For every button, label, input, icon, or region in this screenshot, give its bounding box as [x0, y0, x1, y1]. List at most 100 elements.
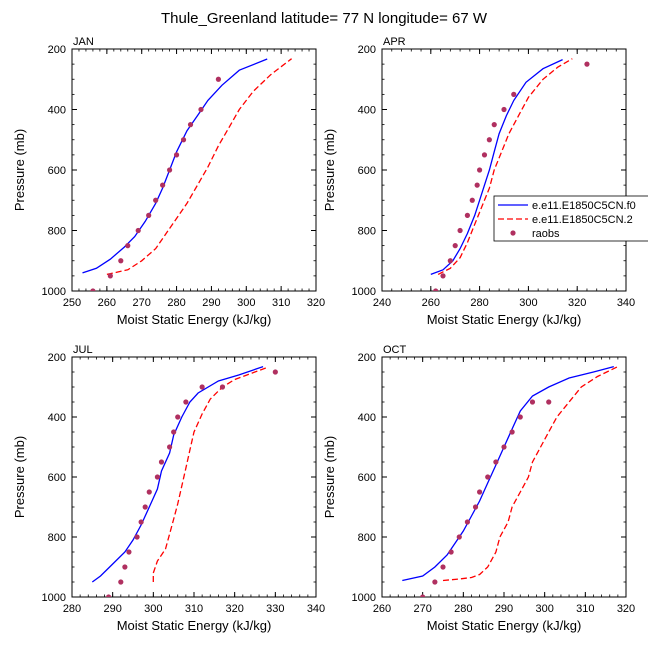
raobs-point: [134, 534, 140, 540]
raobs-point: [486, 137, 492, 143]
raobs-point: [432, 579, 438, 585]
panel-label: OCT: [383, 344, 407, 356]
raobs-point: [493, 459, 499, 465]
raobs-point: [448, 549, 454, 555]
raobs-point: [481, 152, 488, 158]
figure-title: Thule_Greenland latitude= 77 N longitude…: [161, 10, 488, 27]
raobs-point: [469, 197, 475, 203]
dashed-series-line: [442, 366, 619, 582]
raobs-point: [199, 384, 205, 390]
raobs-point: [171, 429, 177, 435]
x-tick-label: 260: [373, 603, 391, 615]
raobs-point: [175, 414, 181, 420]
y-tick-label: 400: [358, 105, 376, 117]
x-tick-label: 320: [225, 603, 243, 615]
y-tick-label: 800: [358, 532, 376, 544]
panel-oct: OCT 260 270 280 290 300 310 320 200 400 600 800 1000…: [322, 344, 635, 633]
x-tick-label: 330: [266, 603, 284, 615]
y-tick-label: 200: [358, 44, 376, 56]
x-tick-label: 290: [103, 603, 121, 615]
x-tick-label: 300: [519, 297, 537, 309]
x-tick-label: 280: [454, 603, 472, 615]
legend-label: e.e11.E1850C5CN.f0: [532, 200, 636, 212]
raobs-point: [219, 384, 226, 390]
raobs-point: [511, 91, 517, 97]
panel-jan: JAN 250 260 270 280 290 300 310 320 200 400 600 800 1…: [12, 36, 325, 327]
y-tick-label: 800: [358, 226, 376, 238]
x-tick-label: 250: [63, 297, 81, 309]
raobs-point: [146, 489, 152, 495]
y-tick-label: 1000: [352, 592, 376, 604]
raobs-point: [153, 197, 159, 203]
raobs-point: [125, 243, 131, 249]
solid-series-line: [402, 365, 614, 582]
x-tick-label: 320: [617, 603, 635, 615]
legend-marker: [510, 230, 516, 236]
dashed-series-line: [437, 58, 573, 275]
x-tick-label: 310: [576, 603, 594, 615]
y-tick-label: 600: [358, 165, 376, 177]
raobs-point: [529, 399, 536, 405]
raobs-point: [485, 474, 491, 480]
raobs-point: [118, 258, 124, 264]
raobs-point: [477, 489, 483, 495]
raobs-point: [491, 122, 497, 128]
legend-label: e.e11.E1850C5CN.2: [532, 214, 633, 226]
raobs-point: [118, 579, 124, 585]
y-tick-label: 200: [358, 352, 376, 364]
raobs-point: [272, 369, 278, 375]
raobs-point: [517, 414, 523, 420]
raobs-point: [474, 182, 480, 188]
raobs-point: [509, 429, 515, 435]
series-group: [402, 365, 619, 597]
x-tick-label: 340: [617, 297, 635, 309]
raobs-point: [433, 288, 439, 291]
raobs-point: [447, 258, 453, 264]
x-axis-title: Moist Static Energy (kJ/kg): [117, 312, 272, 327]
raobs-point: [440, 273, 446, 279]
x-tick-label: 300: [535, 603, 553, 615]
raobs-point: [158, 459, 165, 465]
x-tick-label: 270: [413, 603, 431, 615]
raobs-point: [173, 152, 180, 158]
panels: JAN 250 260 270 280 290 300 310 320 200 400 600 800 1…: [12, 36, 635, 633]
raobs-point: [215, 76, 221, 82]
raobs-point: [584, 61, 590, 67]
x-axis-title: Moist Static Energy (kJ/kg): [427, 312, 582, 327]
y-tick-label: 1000: [42, 592, 66, 604]
raobs-point: [187, 122, 194, 128]
x-axis-title: Moist Static Energy (kJ/kg): [117, 618, 272, 633]
raobs-point: [138, 519, 144, 525]
y-axis-title: Pressure (mb): [322, 436, 337, 518]
raobs-point: [146, 212, 152, 218]
plot-frame: [381, 48, 627, 292]
y-tick-label: 400: [48, 105, 66, 117]
x-tick-label: 320: [307, 297, 325, 309]
raobs-point: [167, 167, 173, 173]
y-tick-label: 1000: [42, 286, 66, 298]
raobs-point: [464, 212, 470, 218]
x-tick-label: 270: [133, 297, 151, 309]
solid-series-line: [430, 59, 563, 276]
panel-label: APR: [383, 36, 406, 48]
y-tick-label: 600: [48, 472, 66, 484]
raobs-point: [477, 167, 483, 173]
y-tick-label: 800: [48, 226, 66, 238]
y-tick-label: 1000: [352, 286, 376, 298]
y-tick-label: 400: [358, 412, 376, 424]
y-tick-label: 600: [358, 472, 376, 484]
x-tick-label: 260: [422, 297, 440, 309]
raobs-point: [546, 399, 552, 405]
raobs-point: [472, 504, 479, 510]
x-tick-label: 340: [307, 603, 325, 615]
raobs-point: [457, 227, 463, 234]
raobs-point: [452, 243, 458, 249]
x-tick-label: 300: [237, 297, 255, 309]
x-tick-label: 310: [272, 297, 290, 309]
solid-series-line: [82, 58, 268, 274]
x-axis-title: Moist Static Energy (kJ/kg): [427, 618, 582, 633]
raobs-point: [106, 594, 112, 597]
y-axis-title: Pressure (mb): [12, 129, 27, 211]
series-group: [430, 58, 590, 291]
